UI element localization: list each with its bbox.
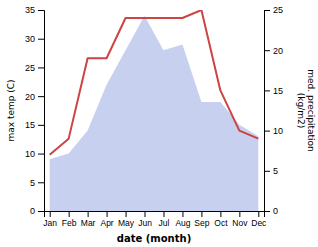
x-tick: Dec xyxy=(251,211,267,228)
y2-tick: 25 xyxy=(264,5,283,15)
tick-mark xyxy=(264,211,270,212)
tick-label: 30 xyxy=(25,34,35,44)
tick-label: Jun xyxy=(138,218,152,228)
tick-label: 10 xyxy=(25,149,35,159)
tick-mark xyxy=(264,171,270,172)
tick-label: 25 xyxy=(273,5,283,15)
x-axis: Jan Feb Mar Apr MayJun Jul Aug Sep Oct NovDec xyxy=(43,211,267,228)
tick-mark xyxy=(50,211,51,217)
y-axis-title: max temp (C) xyxy=(6,79,16,141)
tick-label: Aug xyxy=(175,218,190,228)
tick-mark xyxy=(38,67,44,68)
y-tick: 30 xyxy=(25,34,44,44)
y2-axis: 0 5 10 15 20 25 xyxy=(264,5,283,216)
y-tick: 35 xyxy=(25,5,44,15)
tick-mark xyxy=(38,10,44,11)
tick-label: 20 xyxy=(25,92,35,102)
tick-label: Feb xyxy=(62,218,77,228)
tick-mark xyxy=(38,125,44,126)
y-tick: 5 xyxy=(30,178,44,188)
tick-label: 35 xyxy=(25,5,35,15)
tick-mark xyxy=(145,211,146,217)
tick-mark xyxy=(239,211,240,217)
tick-mark xyxy=(38,182,44,183)
tick-mark xyxy=(38,154,44,155)
y2-axis-title-line: (kg/m2) xyxy=(296,93,306,128)
tick-label: 15 xyxy=(25,120,35,130)
y-tick: 0 xyxy=(30,206,44,216)
tick-mark xyxy=(264,131,270,132)
axis-line xyxy=(265,11,271,212)
tick-mark xyxy=(38,39,44,40)
x-axis-title: date (month) xyxy=(117,233,191,244)
x-tick: Sep xyxy=(194,211,209,228)
tick-label: 20 xyxy=(273,46,283,56)
tick-mark xyxy=(264,50,270,51)
x-tick: Feb xyxy=(62,211,77,228)
axis-line xyxy=(45,212,265,218)
y2-tick: 10 xyxy=(264,126,283,136)
y-tick: 25 xyxy=(25,63,44,73)
x-tick: Aug xyxy=(175,211,190,228)
tick-mark xyxy=(107,211,108,217)
temperature-line xyxy=(50,10,259,155)
tick-label: Dec xyxy=(251,218,267,228)
tick-label: 5 xyxy=(30,178,35,188)
x-tick: Nov xyxy=(232,211,248,228)
tick-mark xyxy=(182,211,183,217)
y-axis: 0 5 10 15 20 25 30 35 xyxy=(25,5,45,216)
tick-mark xyxy=(38,211,44,212)
y-tick: 20 xyxy=(25,92,44,102)
marks xyxy=(50,10,259,211)
tick-mark xyxy=(88,211,89,217)
x-tick: Apr xyxy=(100,211,113,228)
tick-label: Oct xyxy=(214,218,228,228)
tick-label: 15 xyxy=(273,86,283,96)
precipitation-area xyxy=(50,16,259,211)
tick-label: 0 xyxy=(273,206,278,216)
x-tick: Oct xyxy=(214,211,228,228)
tick-mark xyxy=(126,211,127,217)
tick-label: Jan xyxy=(43,218,57,228)
x-tick: Jan xyxy=(43,211,57,228)
tick-label: May xyxy=(118,218,135,228)
tick-label: 10 xyxy=(273,126,283,136)
x-tick: Jul xyxy=(159,211,170,228)
tick-mark xyxy=(38,96,44,97)
x-tick: Jun xyxy=(138,211,152,228)
x-tick: May xyxy=(118,211,135,228)
x-tick: Mar xyxy=(81,211,96,228)
tick-label: Mar xyxy=(81,218,96,228)
tick-label: 0 xyxy=(30,206,35,216)
tick-label: 25 xyxy=(25,63,35,73)
y2-axis-title: med. precipitation(kg/m2) xyxy=(296,69,316,151)
chart: Jan Feb Mar Apr MayJun Jul Aug Sep Oct NovDec 0 5 10… xyxy=(0,0,318,247)
tick-mark xyxy=(264,90,270,91)
y2-axis-title-line: med. precipitation xyxy=(306,69,316,151)
plot: Jan Feb Mar Apr MayJun Jul Aug Sep Oct NovDec 0 5 10… xyxy=(6,5,316,244)
y2-tick: 5 xyxy=(264,166,278,176)
tick-label: Apr xyxy=(100,218,113,228)
y-tick: 10 xyxy=(25,149,44,159)
tick-mark xyxy=(264,10,270,11)
y2-tick: 20 xyxy=(264,46,283,56)
tick-label: Nov xyxy=(232,218,248,228)
tick-mark xyxy=(201,211,202,217)
axis-line xyxy=(38,11,45,212)
tick-label: 5 xyxy=(273,166,278,176)
tick-label: Sep xyxy=(194,218,209,228)
tick-mark xyxy=(258,211,259,217)
tick-label: Jul xyxy=(159,218,170,228)
tick-mark xyxy=(69,211,70,217)
y-tick: 15 xyxy=(25,120,44,130)
tick-mark xyxy=(220,211,221,217)
tick-mark xyxy=(163,211,164,217)
y2-tick: 0 xyxy=(264,206,278,216)
y2-tick: 15 xyxy=(264,86,283,96)
